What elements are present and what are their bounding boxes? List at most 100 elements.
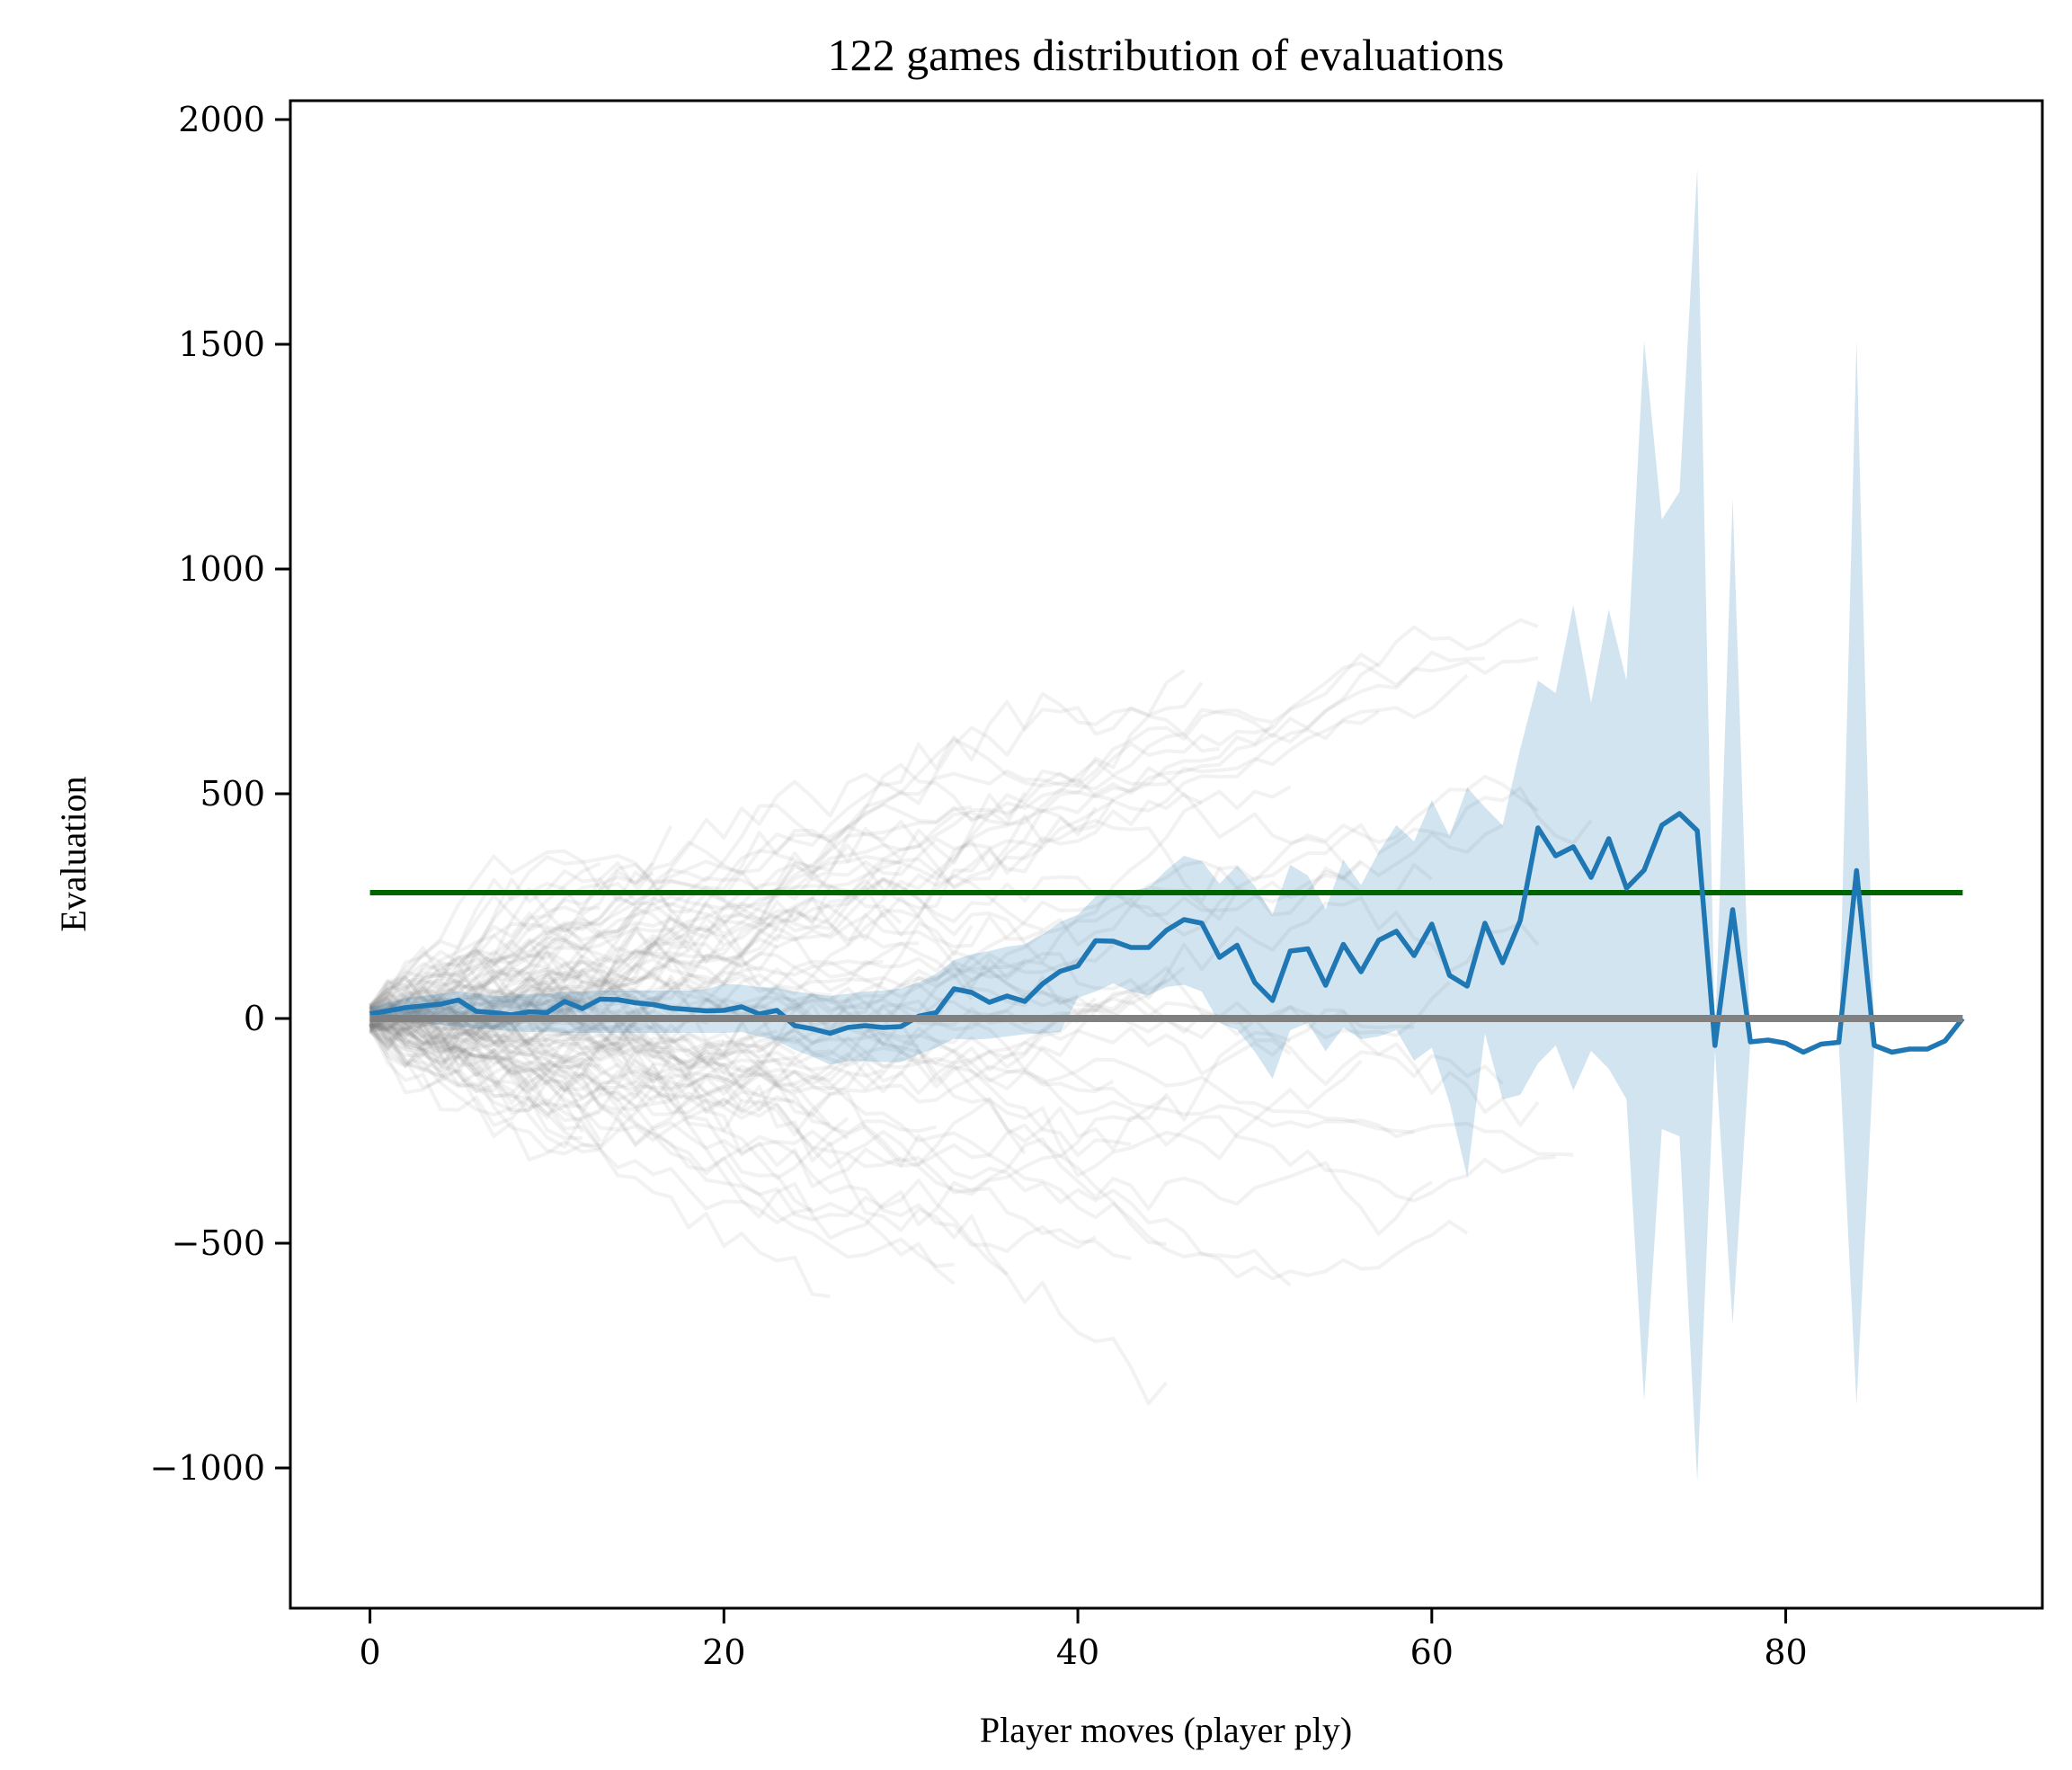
game-trace [369,710,1380,1013]
game-trace [368,894,636,1011]
game-trace [369,737,1203,1007]
game-trace [369,1021,1433,1241]
game-trace [369,963,636,1024]
game-trace [369,996,725,1078]
game-trace [369,963,671,1027]
x-axis-label: Player moves (player ply) [980,1710,1352,1750]
game-trace [369,762,1027,1010]
game-trace [369,723,1275,1021]
game-trace [369,662,1380,1032]
game-trace [369,1024,760,1095]
game-trace [369,973,671,1054]
game-trace [369,1001,637,1055]
game-trace [369,861,903,1028]
game-trace [369,915,849,1063]
game-trace [369,997,778,1079]
game-trace [369,806,1098,1035]
chart-title: 122 games distribution of evaluations [828,30,1505,80]
game-trace [368,861,655,1020]
x-tick-label: 0 [359,1632,380,1672]
game-trace [368,896,1079,1017]
axes-frame [289,99,2044,1610]
game-trace [369,673,1469,1029]
game-trace [368,669,1186,1010]
y-axis-label: Evaluation [53,776,93,931]
game-trace [369,921,974,1087]
game-trace [369,967,1415,1036]
game-trace [369,959,884,1034]
game-trace [369,946,584,1034]
game-trace [369,1012,602,1143]
game-trace [369,1005,885,1078]
game-trace [369,933,690,1041]
game-trace [369,1027,1469,1281]
game-trace [369,786,1593,1018]
game-trace [368,714,1220,1023]
game-trace [369,1015,1115,1104]
game-trace [369,1014,796,1149]
y-tick-label: 1000 [178,549,265,589]
game-trace [369,1015,1167,1246]
y-tick-label: 500 [200,774,265,814]
plot-area [368,168,1965,1481]
game-trace [369,906,600,1032]
game-traces [368,618,1593,1406]
game-trace [369,933,814,1027]
game-trace [369,869,903,1024]
game-trace [369,967,619,1016]
game-trace [368,1028,1363,1188]
game-trace [369,1006,1132,1260]
x-tick-label: 40 [1056,1632,1099,1672]
game-trace [369,926,919,1035]
game-trace [369,823,1504,1051]
game-trace [369,1010,601,1075]
game-trace [369,1010,584,1134]
confidence-band [369,168,1963,1481]
game-trace [369,871,654,1024]
y-tick-label: −1000 [149,1448,265,1488]
x-tick-label: 20 [702,1632,745,1672]
game-trace [369,1029,814,1224]
game-trace [369,966,743,1103]
game-trace [369,997,1098,1091]
game-trace [369,1010,671,1065]
game-trace [369,996,831,1126]
game-trace [368,1005,831,1299]
game-trace [369,792,1345,1032]
y-axis: 2000 1500 1000 500 0 −500 −1000 [149,100,290,1488]
game-trace [369,948,689,1016]
game-trace [368,1010,600,1156]
mean-evaluation-line [369,811,1965,1055]
game-trace [369,1005,1574,1157]
game-trace [368,1023,582,1140]
y-tick-label: −500 [172,1223,265,1263]
game-trace [368,1022,956,1285]
game-trace [369,946,725,1053]
game-trace [369,1029,938,1135]
game-trace [369,972,1027,1155]
game-trace [369,797,1116,1026]
x-tick-label: 60 [1410,1632,1454,1672]
game-trace [368,1014,637,1095]
game-trace [369,681,1204,1028]
game-trace [369,1004,1009,1276]
game-trace [369,650,1485,1030]
game-trace [369,1015,796,1103]
game-trace [369,992,1504,1086]
game-trace [369,1020,955,1268]
game-trace [369,1017,1292,1287]
game-trace [369,656,1539,1010]
y-tick-label: 2000 [178,100,265,139]
y-tick-label: 0 [244,999,265,1038]
y-tick-label: 1500 [178,325,265,364]
game-trace [369,912,673,1072]
game-trace [369,855,902,1032]
game-trace [369,805,973,1021]
game-trace [369,1013,602,1072]
game-trace [368,1005,849,1180]
game-trace [369,997,1168,1168]
game-trace [369,943,1115,1016]
game-trace [369,618,1539,1019]
game-trace [369,1002,778,1068]
